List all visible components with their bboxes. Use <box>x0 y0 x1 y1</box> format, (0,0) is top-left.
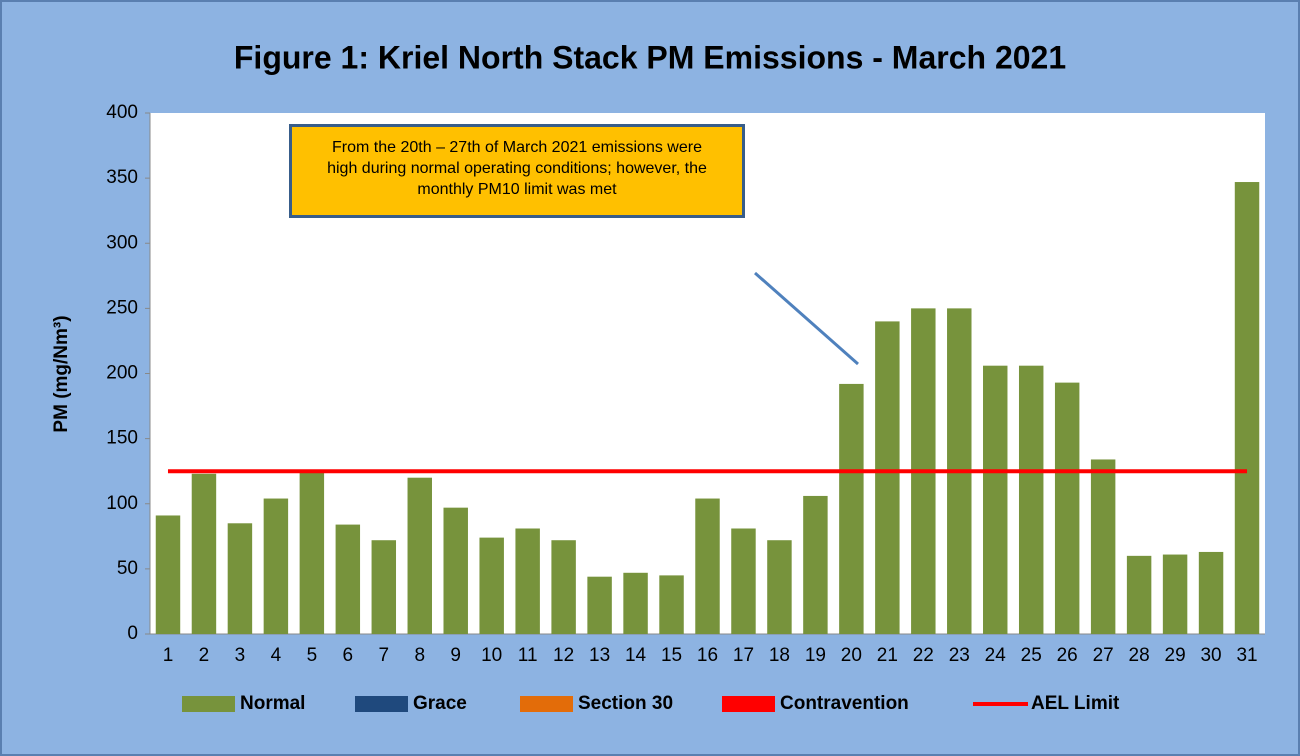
x-tick-label: 25 <box>1021 645 1042 666</box>
y-tick-label: 400 <box>106 102 138 123</box>
x-tick-label: 20 <box>841 645 862 666</box>
bar <box>1090 459 1116 634</box>
legend-label: Normal <box>240 693 305 714</box>
x-tick-label: 3 <box>235 645 246 666</box>
bar <box>587 576 612 634</box>
x-tick-label: 16 <box>697 645 718 666</box>
annotation-arrow <box>754 271 859 366</box>
y-tick-label: 150 <box>106 428 138 449</box>
bar <box>443 507 468 634</box>
x-tick-label: 31 <box>1236 645 1257 666</box>
x-tick-label: 14 <box>625 645 647 666</box>
bar <box>659 575 684 634</box>
legend-label: Contravention <box>780 693 909 714</box>
x-tick-label: 18 <box>769 645 790 666</box>
x-tick-label: 15 <box>661 645 682 666</box>
bar <box>767 540 792 634</box>
x-tick-label: 9 <box>450 645 461 666</box>
x-tick-label: 6 <box>343 645 354 666</box>
bar <box>371 540 397 634</box>
x-tick-label: 1 <box>163 645 174 666</box>
x-tick-label: 4 <box>271 645 282 666</box>
x-tick-label: 12 <box>553 645 574 666</box>
x-tick-label: 30 <box>1200 645 1221 666</box>
bar <box>875 321 900 634</box>
x-tick-label: 22 <box>913 645 934 666</box>
x-tick-label: 5 <box>307 645 318 666</box>
legend-swatch <box>182 696 235 712</box>
legend-label: Grace <box>413 693 467 714</box>
bar <box>731 528 756 634</box>
x-tick-label: 17 <box>733 645 754 666</box>
y-tick-label: 50 <box>117 558 138 579</box>
legend-swatch <box>355 696 408 712</box>
x-tick-label: 10 <box>481 645 502 666</box>
x-tick-label: 27 <box>1093 645 1114 666</box>
y-tick-label: 300 <box>106 232 138 253</box>
bar <box>983 365 1008 634</box>
bar <box>623 572 648 634</box>
legend-label: Section 30 <box>578 693 673 714</box>
bar <box>1126 555 1152 634</box>
y-tick-label: 350 <box>106 167 138 188</box>
bar <box>1018 365 1044 634</box>
legend-swatch <box>520 696 573 712</box>
x-tick-label: 19 <box>805 645 826 666</box>
x-tick-label: 8 <box>414 645 425 666</box>
bar <box>191 473 217 634</box>
y-tick-label: 250 <box>106 297 138 318</box>
bar <box>263 498 289 634</box>
annotation: From the 20th – 27th of March 2021 emiss… <box>289 124 745 218</box>
bar <box>1162 554 1188 634</box>
x-tick-label: 11 <box>518 645 538 666</box>
bar <box>515 528 540 634</box>
bar <box>1198 551 1224 634</box>
x-tick-label: 29 <box>1165 645 1186 666</box>
bar <box>155 515 181 634</box>
bar <box>551 540 576 634</box>
bar <box>479 537 504 634</box>
bar <box>227 523 253 634</box>
x-tick-label: 21 <box>877 645 898 666</box>
y-tick-label: 0 <box>127 623 138 644</box>
bar <box>299 471 325 634</box>
bar <box>1234 182 1260 634</box>
bar <box>1054 382 1080 634</box>
bar <box>803 495 828 634</box>
x-tick-label: 26 <box>1057 645 1078 666</box>
x-tick-label: 2 <box>199 645 210 666</box>
x-tick-label: 13 <box>589 645 610 666</box>
y-tick-label: 200 <box>106 363 138 384</box>
x-tick-label: 28 <box>1129 645 1150 666</box>
bar <box>695 498 720 634</box>
y-axis-label: PM (mg/Nm³) <box>51 315 72 432</box>
bar <box>335 524 361 634</box>
chart-title: Figure 1: Kriel North Stack PM Emissions… <box>234 39 1066 75</box>
bar <box>407 477 432 634</box>
x-tick-label: 23 <box>949 645 970 666</box>
y-tick-label: 100 <box>106 493 138 514</box>
x-tick-label: 7 <box>379 645 390 666</box>
x-tick-label: 24 <box>985 645 1007 666</box>
legend-label: AEL Limit <box>1031 693 1120 714</box>
legend-swatch <box>722 696 775 712</box>
bar <box>839 383 864 634</box>
